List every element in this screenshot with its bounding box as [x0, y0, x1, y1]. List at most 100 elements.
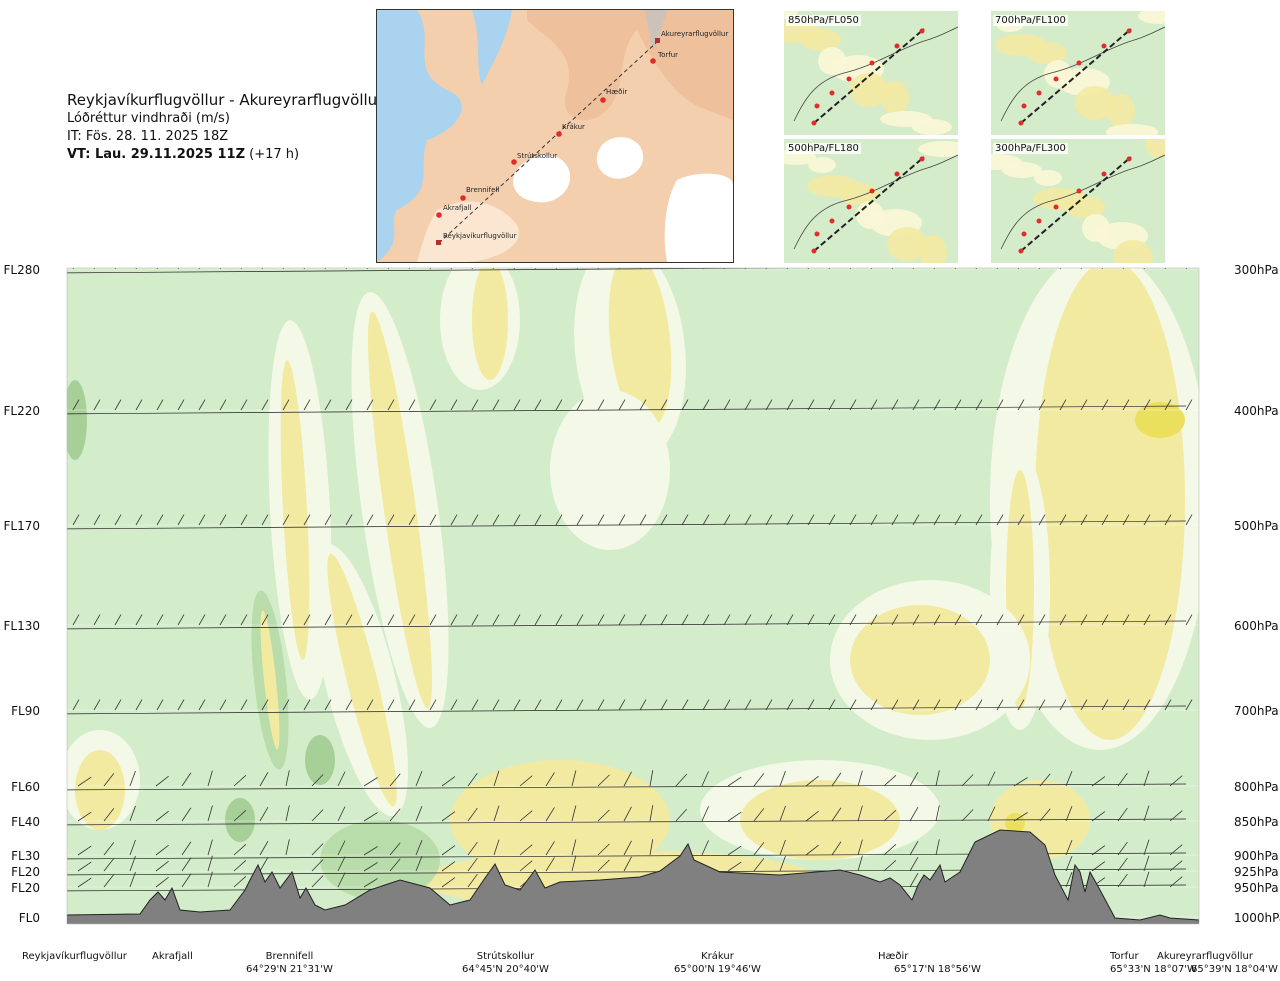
barb-925-364 [363, 862, 378, 872]
mini-point-3-6 [1126, 156, 1132, 162]
barb-600-766 [765, 614, 773, 626]
barb-850-650 [649, 805, 654, 822]
barb-950-1066 [1065, 872, 1073, 888]
barb-600-430 [429, 614, 437, 626]
barb-600-997 [996, 614, 1004, 626]
barb-925-572 [571, 855, 577, 872]
barb-850-156 [155, 810, 169, 822]
barb-800-1092 [1091, 776, 1106, 787]
barb-850-442 [441, 811, 456, 822]
barb-600-619 [618, 614, 626, 626]
barb-900-208 [207, 839, 213, 856]
barb-700-913 [912, 699, 920, 711]
mini-point-3-1 [1021, 231, 1027, 237]
barb-300-52 [52, 260, 58, 269]
barb-300-136 [135, 268, 138, 270]
barb-500-913 [912, 514, 920, 526]
barb-300-913 [912, 268, 915, 270]
barb-850-624 [623, 806, 632, 822]
barb-300-934 [933, 268, 936, 270]
barb-950-1144 [1143, 871, 1150, 888]
mini-patch-2-7 [887, 227, 927, 261]
barb-900-702 [701, 840, 709, 856]
barb-700-304 [303, 699, 311, 711]
barb-900-312 [311, 843, 324, 856]
barb-500-304 [303, 514, 311, 526]
barb-800-390 [389, 773, 401, 787]
mini-patch-3-8 [991, 154, 1022, 170]
pressure-label-900: 900hPa [1234, 849, 1279, 863]
barb-300-1081 [1080, 268, 1083, 270]
barb-800-234 [233, 774, 247, 787]
init-time: IT: Fös. 28. 11. 2025 18Z [67, 129, 229, 144]
barb-400-619 [618, 399, 626, 411]
barb-850-104 [103, 808, 115, 822]
barb-600-1186 [1185, 614, 1193, 626]
barb-950-910 [909, 872, 919, 888]
barb-400-178 [177, 399, 185, 411]
barb-400-409 [408, 399, 416, 411]
barb-300-829 [828, 268, 831, 270]
barb-row-400 [67, 399, 1193, 415]
barb-300-640 [639, 268, 642, 270]
barb-850-1040 [1039, 808, 1051, 822]
barb-800-1118 [1117, 772, 1128, 787]
barb-925-1066 [1065, 856, 1073, 872]
barb-925-182 [181, 857, 192, 872]
barb-500-157 [156, 514, 164, 526]
barb-600-451 [450, 614, 458, 626]
barb-800-52 [52, 771, 59, 786]
barb-600-178 [177, 614, 185, 626]
barb-400-934 [933, 399, 941, 411]
mini-patch-3-6 [1082, 214, 1110, 242]
barb-900-390 [389, 842, 401, 856]
mini-patch-3-3 [1145, 139, 1165, 158]
barb-400-1123 [1122, 399, 1130, 411]
barb-300-703 [702, 268, 705, 270]
barb-400-1102 [1101, 399, 1109, 411]
barb-800-338 [337, 771, 346, 787]
barb-850-832 [831, 807, 842, 822]
barb-800-156 [155, 775, 169, 787]
barb-850-234 [233, 809, 247, 822]
barb-600-346 [345, 614, 353, 626]
mini-patch-0-8 [880, 111, 932, 127]
barb-axis-800 [67, 783, 1187, 791]
mini-point-0-1 [814, 103, 820, 109]
mini-route-3 [1020, 156, 1132, 252]
barb-900-936 [935, 839, 940, 856]
barb-900-650 [649, 839, 654, 856]
barb-850-572 [571, 805, 577, 822]
fl-label-40: FL40 [11, 815, 40, 829]
barb-900-286 [285, 839, 290, 856]
barb-400-682 [681, 399, 689, 411]
barb-400-115 [114, 399, 122, 411]
barb-400-1165 [1164, 399, 1172, 411]
mini-point-1-4 [1076, 60, 1082, 66]
mini-patch-3-7 [1113, 240, 1153, 263]
barb-800-832 [831, 772, 842, 787]
barb-900-234 [233, 843, 247, 856]
barb-500-178 [177, 514, 185, 526]
barb-600-1123 [1122, 614, 1130, 626]
waypoint-torfur: Torfur 65°33'N 18°07'W [1110, 951, 1197, 975]
barb-925-1170 [1169, 860, 1183, 872]
barb-500-724 [723, 514, 731, 526]
barb-600-388 [387, 614, 395, 626]
barb-800-702 [701, 771, 709, 787]
field-dark-green-2 [305, 735, 335, 785]
barb-850-364 [363, 812, 378, 822]
barb-900-416 [415, 840, 423, 856]
mini-patch-1-4 [1138, 11, 1165, 24]
waypoint-akureyri: Akureyrarflugvöllur [1157, 951, 1254, 962]
barb-700-346 [345, 699, 353, 711]
mini-map-300-label: 300hPa/FL300 [993, 143, 1068, 154]
barb-800-728 [727, 776, 742, 787]
barb-500-976 [975, 514, 983, 526]
barb-800-78 [77, 776, 92, 787]
field-yellow-col-4 [260, 610, 280, 750]
barb-900-1170 [1169, 844, 1183, 856]
field-yellow-low-1 [450, 760, 670, 880]
barb-500-73 [72, 514, 80, 526]
barb-400-703 [702, 399, 710, 411]
